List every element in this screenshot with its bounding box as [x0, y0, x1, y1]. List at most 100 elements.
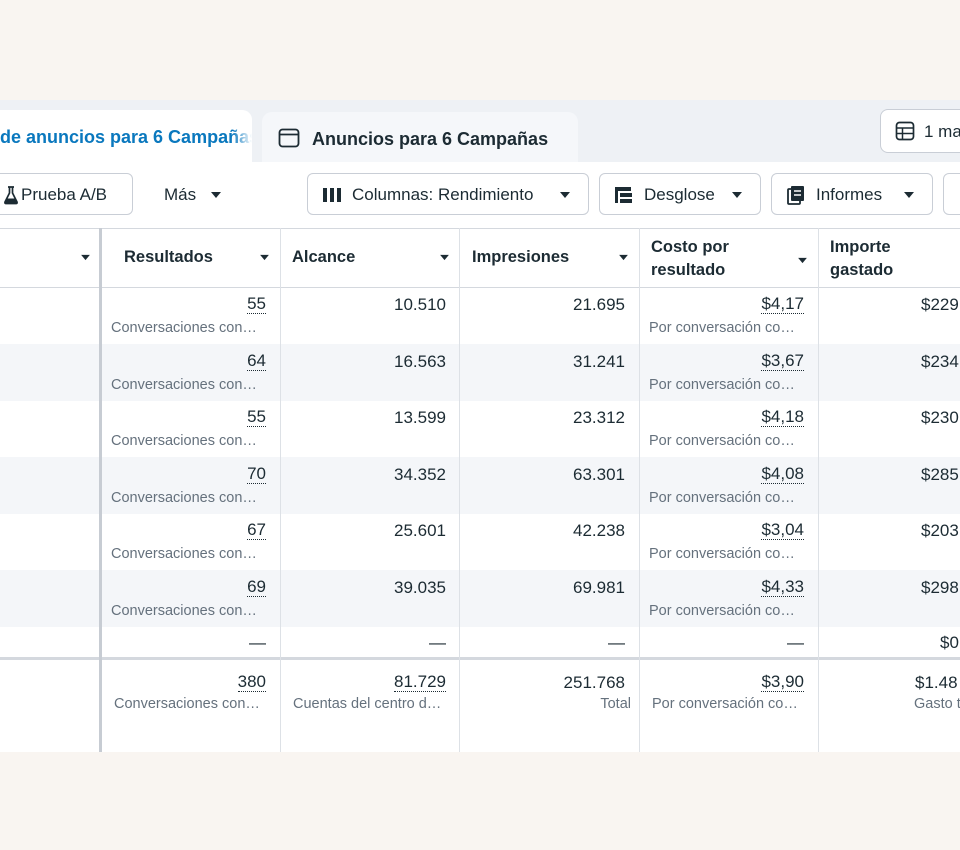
more-label: Más — [164, 185, 197, 204]
column-header-spent[interactable]: Importe gastado — [818, 229, 960, 287]
totals-row: 380 Conversaciones con… 81.729 Cuentas d… — [0, 657, 960, 752]
table-row[interactable]: 55 Conversaciones con… 13.599 23.312 $4,1… — [0, 400, 960, 457]
table-row[interactable]: 67 Conversaciones con… 25.601 42.238 $3,0… — [0, 513, 960, 570]
impressions-value: 69.981 — [573, 578, 625, 597]
column-header-cost-line1: Costo por — [651, 238, 729, 256]
column-header-cost[interactable]: Costo por resultado — [639, 229, 818, 287]
table-row[interactable]: 69 Conversaciones con… 39.035 69.981 $4,3… — [0, 570, 960, 627]
total-spent-value: $1.48 — [915, 673, 958, 692]
results-value[interactable]: 55 — [247, 294, 266, 314]
results-value[interactable]: 67 — [247, 520, 266, 540]
spent-value: $230 — [921, 408, 959, 427]
breakdown-label: Desglose — [644, 185, 715, 204]
chevron-down-icon — [904, 192, 914, 198]
column-divider — [280, 228, 281, 752]
spent-value: $0 — [940, 633, 959, 652]
ads-manager-panel: de anuncios para 6 Campañas Anuncios par… — [0, 100, 960, 752]
spent-value: $229 — [921, 295, 959, 314]
cost-subtext: Por conversación co… — [649, 603, 795, 619]
total-cost-value[interactable]: $3,90 — [761, 672, 804, 692]
columns-icon — [323, 188, 341, 202]
ab-test-button[interactable]: Prueba A/B — [0, 173, 133, 215]
cost-value[interactable]: $3,67 — [761, 351, 804, 371]
chevron-down-icon — [81, 254, 90, 261]
reach-value: 10.510 — [394, 295, 446, 314]
total-reach-value[interactable]: 81.729 — [394, 672, 446, 692]
chevron-down-icon — [798, 257, 807, 264]
column-header-results-label: Resultados — [124, 248, 213, 266]
total-results-value[interactable]: 380 — [237, 672, 266, 692]
column-header-spent-line2: gastado — [830, 261, 894, 279]
export-button[interactable] — [943, 173, 960, 215]
chevron-down-icon — [211, 192, 221, 198]
chevron-down-icon — [732, 192, 742, 198]
results-value: — — [249, 633, 266, 652]
tab-strip: de anuncios para 6 Campañas Anuncios par… — [0, 100, 960, 162]
impressions-value: 31.241 — [573, 352, 625, 371]
table-icon — [895, 121, 915, 141]
table-row[interactable]: 70 Conversaciones con… 34.352 63.301 $4,0… — [0, 457, 960, 514]
cost-subtext: Por conversación co… — [649, 546, 795, 562]
columns-button[interactable]: Columnas: Rendimiento — [307, 173, 589, 215]
results-value[interactable]: 55 — [247, 407, 266, 427]
results-value[interactable]: 64 — [247, 351, 266, 371]
column-divider — [639, 228, 640, 752]
total-spent-subtext: Gasto t — [914, 696, 960, 712]
impressions-value: 21.695 — [573, 295, 625, 314]
column-header-name[interactable] — [0, 229, 101, 287]
view-button-label: 1 ma — [924, 122, 960, 141]
column-header-spent-line1: Importe — [830, 238, 891, 256]
tab-ads-label: Anuncios para 6 Campañas — [312, 129, 549, 149]
cost-subtext: Por conversación co… — [649, 490, 795, 506]
breakdown-icon — [615, 187, 632, 203]
reports-label: Informes — [816, 185, 883, 204]
impressions-value: — — [608, 633, 625, 652]
column-header-results[interactable]: Resultados — [101, 229, 280, 287]
spent-value: $234 — [921, 352, 959, 371]
results-subtext: Conversaciones con… — [111, 490, 257, 506]
cost-value[interactable]: $3,04 — [761, 520, 804, 540]
total-impressions-value: 251.768 — [563, 673, 625, 692]
tab-ads[interactable]: Anuncios para 6 Campañas — [262, 112, 578, 162]
tab-fade — [232, 110, 252, 162]
results-subtext: Conversaciones con… — [111, 603, 257, 619]
cost-value[interactable]: $4,18 — [761, 407, 804, 427]
impressions-value: 42.238 — [573, 521, 625, 540]
column-divider — [99, 228, 102, 752]
chevron-down-icon — [260, 254, 269, 261]
results-value[interactable]: 70 — [247, 464, 266, 484]
spent-value: $285 — [921, 465, 959, 484]
reports-button[interactable]: Informes — [771, 173, 933, 215]
column-header-impressions-label: Impresiones — [472, 248, 570, 266]
table-row-empty[interactable]: — — — — $0 — [0, 627, 960, 657]
spent-value: $203 — [921, 521, 959, 540]
reach-value: 34.352 — [394, 465, 446, 484]
breakdown-button[interactable]: Desglose — [599, 173, 761, 215]
tab-ad-sets-label: de anuncios para 6 Campañas — [0, 127, 252, 147]
spent-value: $298 — [921, 578, 959, 597]
column-header-cost-line2: resultado — [651, 261, 726, 279]
cost-value[interactable]: $4,08 — [761, 464, 804, 484]
reach-value: 25.601 — [394, 521, 446, 540]
column-header-impressions[interactable]: Impresiones — [460, 229, 639, 287]
table-row[interactable]: 64 Conversaciones con… 16.563 31.241 $3,6… — [0, 344, 960, 401]
more-button[interactable]: Más — [152, 173, 232, 215]
tab-ad-sets[interactable]: de anuncios para 6 Campañas — [0, 110, 252, 162]
column-header-reach[interactable]: Alcance — [280, 229, 460, 287]
cost-value[interactable]: $4,33 — [761, 577, 804, 597]
table-row[interactable]: 55 Conversaciones con… 10.510 21.695 $4,1… — [0, 287, 960, 344]
reach-value: 16.563 — [394, 352, 446, 371]
cost-subtext: Por conversación co… — [649, 377, 795, 393]
cost-subtext: Por conversación co… — [649, 320, 795, 336]
view-button[interactable]: 1 ma — [880, 109, 960, 153]
reach-value: 13.599 — [394, 408, 446, 427]
results-value[interactable]: 69 — [247, 577, 266, 597]
cost-subtext: Por conversación co… — [649, 433, 795, 449]
reach-value: — — [429, 633, 446, 652]
cost-value[interactable]: $4,17 — [761, 294, 804, 314]
reports-icon — [787, 186, 804, 205]
total-results-subtext: Conversaciones con… — [114, 696, 260, 712]
columns-label: Columnas: Rendimiento — [352, 185, 534, 204]
chevron-down-icon — [560, 192, 570, 198]
results-subtext: Conversaciones con… — [111, 377, 257, 393]
